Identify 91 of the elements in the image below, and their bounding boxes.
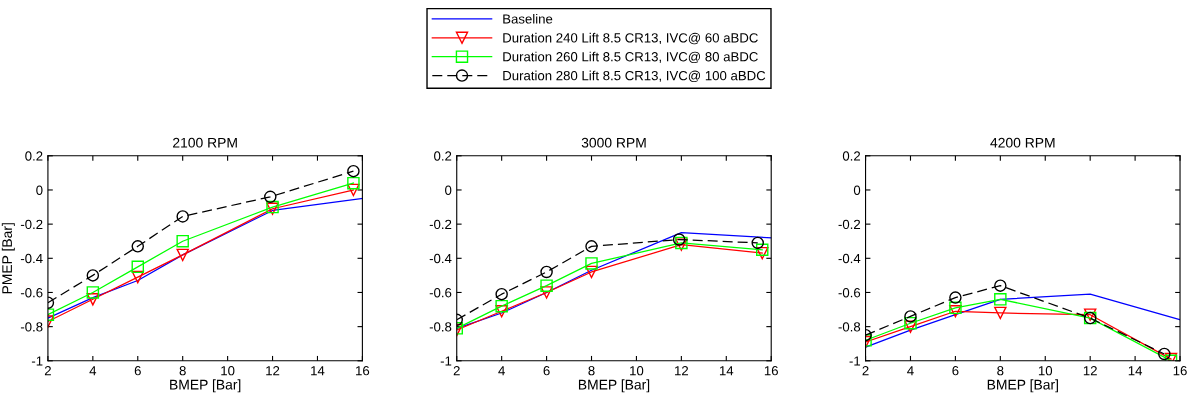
point <box>264 190 277 204</box>
x-tick-label: 8 <box>997 366 1004 376</box>
x-tick-label: 8 <box>588 366 595 376</box>
point <box>131 270 145 284</box>
y-tick-label: -0.2 <box>20 219 43 230</box>
y-tick-label: 0 <box>36 185 43 195</box>
x-tick-label: 12 <box>675 366 689 376</box>
x-tick-label: 10 <box>1038 366 1053 376</box>
point <box>672 233 686 246</box>
point <box>131 240 145 253</box>
point <box>751 236 764 250</box>
x-tick-label: 4 <box>498 366 505 376</box>
legend-label: Duration 280 Lift 8.5 CR13, IVC@ 100 aBDC <box>503 70 766 82</box>
y-tick-label: -0.6 <box>838 288 861 298</box>
x-tick-label: 4 <box>907 366 914 376</box>
y-tick-label: -0.8 <box>838 322 861 332</box>
point <box>495 305 508 318</box>
x-tick-label: 16 <box>1173 366 1187 376</box>
point <box>585 265 598 279</box>
x-tick-label: 14 <box>1128 366 1143 376</box>
point <box>176 234 189 248</box>
point <box>994 306 1007 320</box>
x-tick-label: 6 <box>543 366 550 376</box>
chart-title: 3000 RPM <box>581 137 646 148</box>
y-tick-label: 0.2 <box>434 151 452 161</box>
y-tick-label: -0.2 <box>838 219 861 230</box>
x-tick-label: 12 <box>266 366 280 376</box>
point <box>347 176 360 190</box>
x-tick-label: 2 <box>44 366 51 376</box>
x-tick-label: 10 <box>221 366 235 376</box>
x-tick-label: 2 <box>862 366 869 376</box>
point <box>994 293 1007 306</box>
point <box>495 299 508 313</box>
y-tick-label: 0 <box>445 185 452 195</box>
x-tick-label: 4 <box>89 366 97 376</box>
y-tick-label: -0.8 <box>20 322 43 332</box>
point <box>904 310 917 323</box>
point <box>131 260 145 274</box>
point <box>86 269 100 282</box>
point <box>86 293 100 306</box>
x-axis-title: BMEP [Bar] <box>987 379 1058 393</box>
y-tick-label: 0.2 <box>842 151 861 161</box>
point <box>347 183 360 197</box>
point <box>949 305 962 318</box>
x-tick-label: 14 <box>311 366 325 376</box>
point <box>495 287 508 301</box>
chart-title: 2100 RPM <box>173 137 237 148</box>
point <box>540 265 553 279</box>
y-axis-title: PMEP [Bar] <box>1 223 15 294</box>
point <box>585 240 598 253</box>
y-tick-label: -1 <box>849 356 861 366</box>
y-tick-label: 0.2 <box>25 151 43 161</box>
x-tick-label: 6 <box>134 366 141 376</box>
x-tick-label: 6 <box>952 366 959 376</box>
point <box>176 210 189 223</box>
y-tick-label: -0.4 <box>429 253 452 264</box>
x-tick-label: 2 <box>453 366 460 376</box>
x-axis-title: BMEP [Bar] <box>578 379 650 393</box>
point <box>904 316 917 330</box>
point <box>176 248 189 262</box>
y-tick-label: -0.8 <box>429 322 452 332</box>
point <box>904 320 917 333</box>
x-tick-label: 14 <box>719 366 734 376</box>
x-tick-label: 8 <box>179 366 186 376</box>
y-tick-label: -1 <box>31 356 43 366</box>
point <box>994 279 1007 292</box>
chart-title: 4200 RPM <box>990 137 1055 148</box>
point <box>585 257 598 270</box>
y-tick-label: -0.6 <box>429 288 452 298</box>
x-tick-label: 16 <box>764 366 778 376</box>
legend-label: Duration 240 Lift 8.5 CR13, IVC@ 60 aBDC <box>503 32 758 45</box>
y-tick-label: 0 <box>853 185 861 195</box>
x-axis-title: BMEP [Bar] <box>170 379 241 393</box>
legend-label: Duration 260 Lift 8.5 CR13, IVC@ 80 aBDC <box>503 51 758 64</box>
x-tick-label: 12 <box>1083 366 1097 376</box>
x-tick-label: 10 <box>630 366 644 376</box>
legend-label: Baseline <box>503 13 553 24</box>
point <box>949 291 962 304</box>
point <box>540 279 553 292</box>
point <box>86 286 100 299</box>
y-tick-label: -0.6 <box>20 288 43 298</box>
point <box>540 286 553 299</box>
y-tick-label: -1 <box>440 356 452 366</box>
x-tick-label: 16 <box>356 366 370 376</box>
point <box>1083 308 1097 321</box>
point <box>949 301 962 315</box>
point <box>1158 347 1171 361</box>
y-tick-label: -0.2 <box>429 219 452 230</box>
point <box>347 164 360 178</box>
y-tick-label: -0.4 <box>20 253 43 264</box>
y-tick-label: -0.4 <box>838 253 861 264</box>
